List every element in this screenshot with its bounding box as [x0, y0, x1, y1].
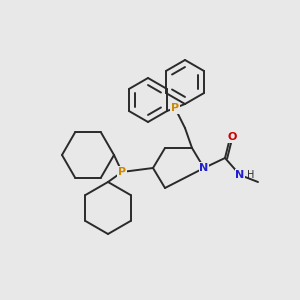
Text: P: P [171, 103, 179, 113]
Text: N: N [236, 170, 244, 180]
Text: P: P [118, 167, 126, 177]
Text: N: N [200, 163, 208, 173]
Text: H: H [247, 170, 254, 180]
Text: O: O [227, 132, 237, 142]
